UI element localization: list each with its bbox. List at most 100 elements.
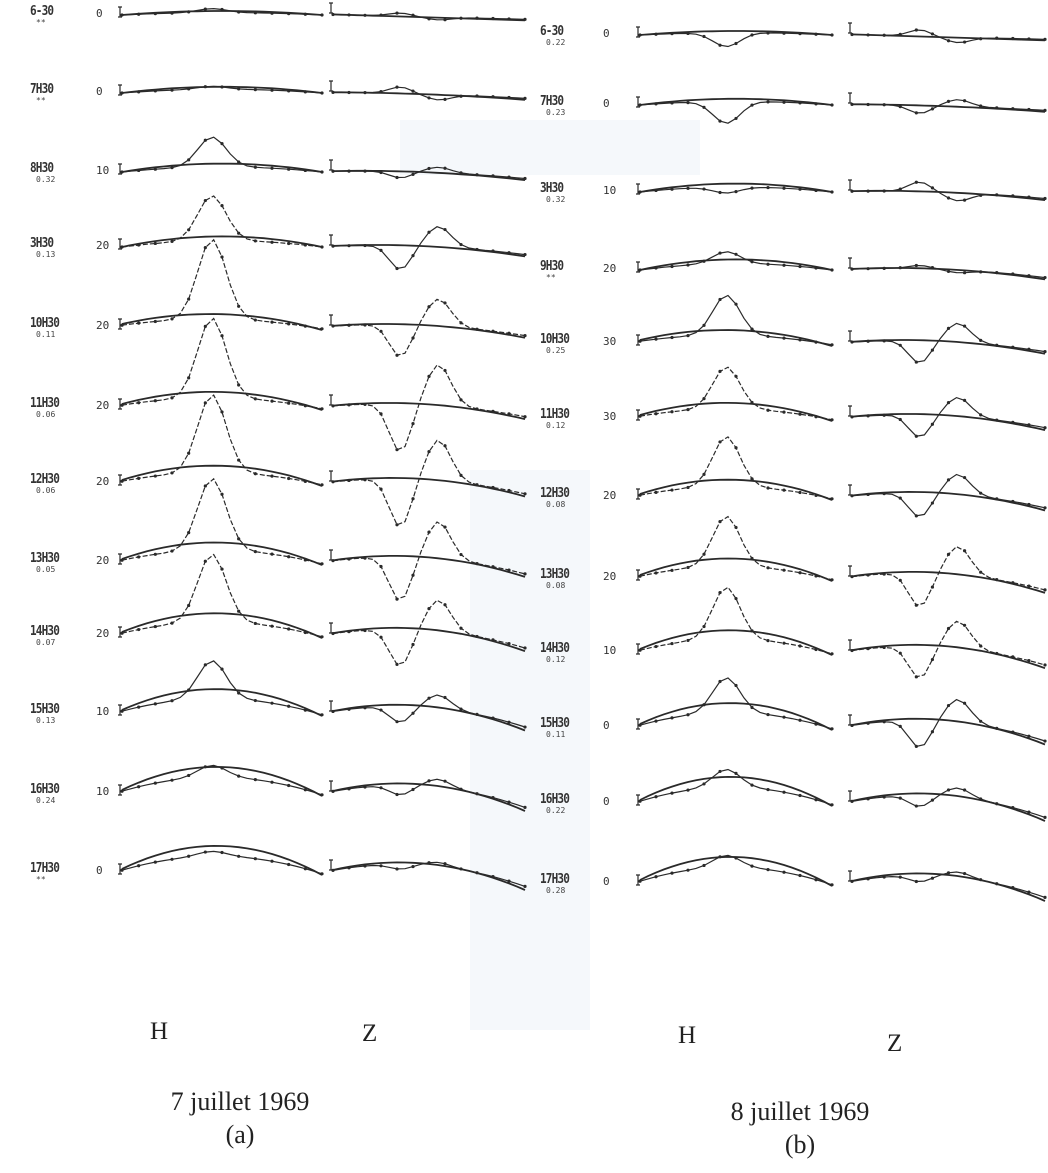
trace-point xyxy=(237,458,241,462)
scale-tick xyxy=(636,643,640,655)
trace-point xyxy=(459,242,463,247)
trace-point xyxy=(962,271,967,275)
row-time-label: 12H30 xyxy=(540,486,570,501)
trace-point xyxy=(220,255,224,259)
trace-line xyxy=(851,413,1046,431)
trace-line xyxy=(121,844,323,876)
trace-point xyxy=(1027,423,1031,427)
trace-point xyxy=(898,578,902,582)
row-time-label: 14H30 xyxy=(540,641,570,656)
scale-tick xyxy=(118,626,122,638)
trace-point xyxy=(475,407,479,411)
trace-point xyxy=(507,488,511,493)
trace-point xyxy=(830,727,834,731)
trace-point xyxy=(914,434,918,438)
trace-point xyxy=(914,111,918,115)
row-sub-value: 0.12 xyxy=(546,421,566,430)
scale-tick xyxy=(329,780,333,792)
trace-point xyxy=(814,102,818,106)
trace-point xyxy=(946,703,951,708)
trace-point xyxy=(866,647,870,651)
scale-tick xyxy=(118,784,122,796)
trace-point xyxy=(411,573,415,577)
trace-point xyxy=(137,864,141,868)
trace-point xyxy=(850,494,854,498)
trace-point xyxy=(814,340,818,344)
trace-point xyxy=(946,788,951,792)
trace-point xyxy=(702,863,706,868)
trace-point xyxy=(395,11,399,15)
row-time-label: 3H30 xyxy=(540,181,564,196)
trace-point xyxy=(930,422,935,426)
trace-point xyxy=(930,186,935,190)
trace-point xyxy=(1043,37,1047,41)
trace-point xyxy=(395,448,399,452)
trace-point xyxy=(1043,196,1047,201)
trace-point xyxy=(1011,655,1015,659)
trace-point xyxy=(898,651,902,655)
trace-point xyxy=(1043,275,1047,280)
trace-point xyxy=(686,263,690,267)
scale-tick xyxy=(848,330,852,342)
trace-point xyxy=(1011,806,1015,810)
trace-point xyxy=(153,624,157,629)
scale-tick xyxy=(329,314,333,326)
trace-point xyxy=(686,565,690,570)
trace-point xyxy=(320,713,324,717)
trace-point xyxy=(320,635,324,639)
trace-point xyxy=(331,559,335,563)
trace-point xyxy=(203,324,207,328)
trace-point xyxy=(946,326,951,331)
trace-point xyxy=(347,244,351,248)
row-scale-value: 30 xyxy=(603,410,617,423)
trace-point xyxy=(395,792,399,797)
scale-tick xyxy=(329,80,333,92)
trace-point xyxy=(270,780,274,784)
trace-line xyxy=(121,317,323,410)
trace-point xyxy=(475,173,479,177)
scale-tick xyxy=(118,238,122,250)
trace-point xyxy=(814,798,818,802)
background-band xyxy=(470,470,590,1030)
trace-point xyxy=(734,683,738,688)
trace-point xyxy=(170,857,174,861)
trace-point xyxy=(914,744,918,748)
trace-point xyxy=(830,268,834,272)
trace-point xyxy=(718,297,722,302)
trace-point xyxy=(427,449,431,454)
row-sub-value: 0.28 xyxy=(546,886,566,895)
trace-point xyxy=(379,786,383,790)
trace-point xyxy=(331,324,335,328)
trace-point xyxy=(347,478,351,483)
trace-point xyxy=(866,189,870,193)
trace-point xyxy=(187,603,191,608)
trace-point xyxy=(979,270,983,274)
scale-tick xyxy=(329,622,333,634)
trace-point xyxy=(830,497,834,501)
trace-point xyxy=(654,188,658,193)
row-sub-value: 0.25 xyxy=(546,346,566,355)
trace-point xyxy=(427,696,431,700)
trace-point xyxy=(814,647,818,652)
row-time-label: 16H30 xyxy=(30,782,60,797)
trace-point xyxy=(1027,107,1031,112)
row-time-label: 10H30 xyxy=(540,332,570,347)
trace-point xyxy=(427,230,431,234)
trace-point xyxy=(882,33,886,37)
trace-point xyxy=(187,530,191,535)
trace-point xyxy=(491,329,495,333)
trace-point xyxy=(962,40,967,44)
trace-point xyxy=(850,648,854,653)
trace-point xyxy=(427,374,431,378)
trace-point xyxy=(459,398,463,402)
trace-point xyxy=(850,32,854,37)
trace-point xyxy=(654,644,658,649)
trace-point xyxy=(734,525,738,530)
trace-point xyxy=(814,415,818,419)
trace-point xyxy=(303,168,307,173)
trace-line xyxy=(852,103,1046,113)
panel-b-letter: (b) xyxy=(784,1130,816,1159)
scale-tick xyxy=(329,700,333,712)
trace-point xyxy=(1011,36,1015,41)
trace-point xyxy=(427,166,431,171)
